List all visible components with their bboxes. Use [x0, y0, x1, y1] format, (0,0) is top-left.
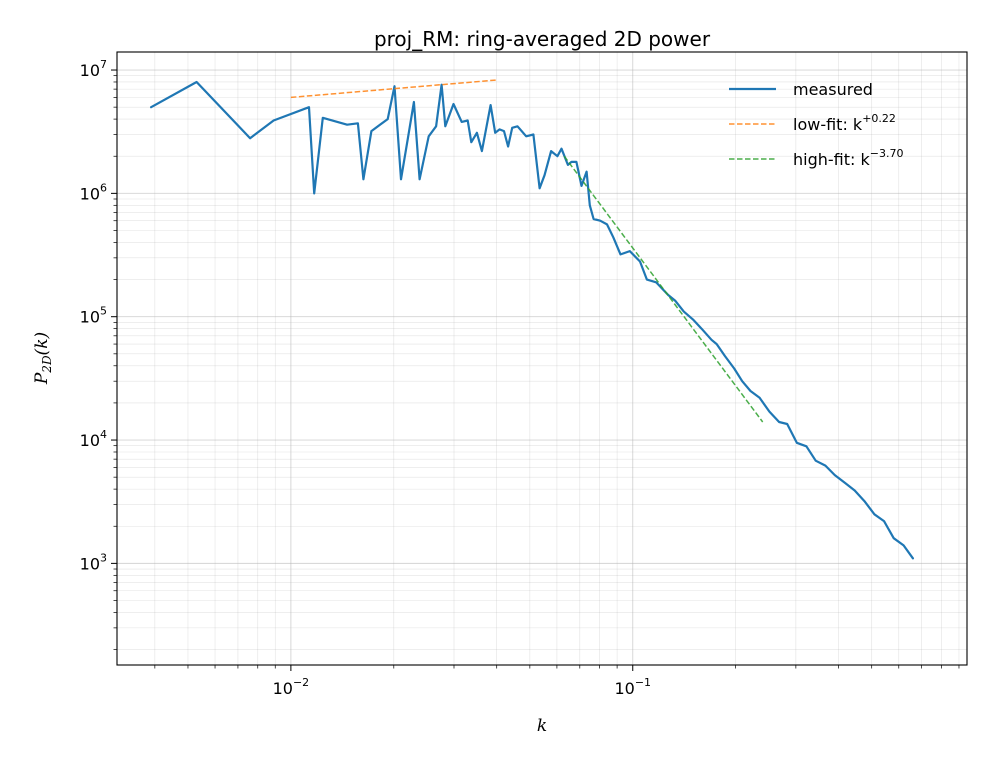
y-axis-label-base: P — [32, 372, 52, 385]
y-axis-label-sub: 2D — [40, 355, 54, 374]
y-axis-label-arg: (k) — [32, 332, 52, 356]
legend-label-high-fit: high-fit: k−3.70 — [793, 147, 903, 169]
series-line-high-fit — [563, 155, 764, 423]
y-axis-label: P2D(k) — [32, 332, 54, 385]
y-tick-label: 106 — [80, 181, 107, 203]
chart-title: proj_RM: ring-averaged 2D power — [374, 27, 711, 51]
x-tick-label: 10−2 — [273, 676, 310, 698]
series-layer — [150, 79, 915, 560]
y-tick-label: 107 — [80, 58, 107, 80]
series-line-low-fit — [290, 79, 497, 99]
legend-label-low-fit: low-fit: k+0.22 — [793, 112, 896, 134]
y-tick-label: 105 — [80, 305, 107, 327]
y-tick-label: 103 — [80, 551, 107, 573]
legend: measured low-fit: k+0.22 high-fit: k−3.70 — [729, 80, 903, 169]
y-tick-label: 104 — [80, 428, 107, 450]
legend-label-measured: measured — [793, 80, 873, 99]
plot-frame — [116, 51, 968, 666]
x-tick-label: 10−1 — [614, 676, 651, 698]
x-axis-label: k — [537, 716, 547, 736]
tick-layer: 10−2 10−1 103 104 105 106 107 — [80, 58, 960, 698]
grid-layer — [117, 52, 967, 665]
